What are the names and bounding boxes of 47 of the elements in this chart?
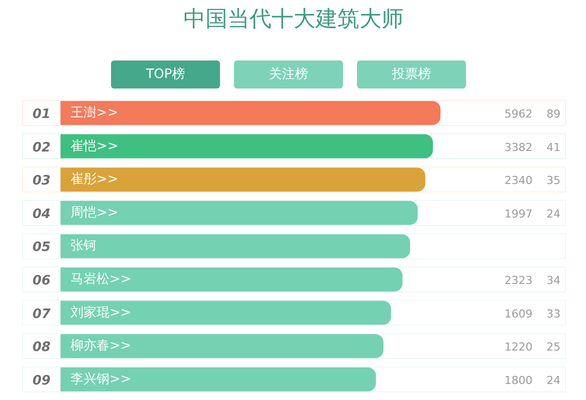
bar — [60, 168, 426, 192]
text: 24 — [546, 207, 560, 220]
bar — [60, 200, 418, 225]
text: 06 — [32, 274, 51, 288]
y-tick-label: 崔彤>> — [70, 172, 118, 188]
text: 07 — [32, 306, 52, 322]
text: 1609 — [504, 307, 532, 320]
text: 2323 — [504, 274, 532, 287]
text: 投票榜 — [391, 67, 431, 82]
text: 09 — [32, 373, 51, 388]
y-tick-label: 马岩松>> — [70, 272, 132, 287]
y-tick-label: 周恺>> — [70, 205, 118, 220]
y-tick-label: 王澍>> — [70, 106, 118, 120]
text: 3382 — [504, 140, 532, 154]
bar — [60, 367, 376, 392]
text: 05 — [32, 240, 51, 256]
text: 08 — [32, 340, 51, 356]
text: 89 — [546, 108, 560, 120]
y-tick-label: 刘家琨>> — [70, 304, 132, 320]
y-tick-label: 柳亦春>> — [70, 338, 132, 354]
text: 41 — [546, 140, 560, 154]
text: 1220 — [504, 340, 532, 354]
y-tick-label: 李兴钢>> — [70, 372, 132, 387]
bar — [60, 234, 410, 258]
text: TOP榜 — [144, 67, 186, 82]
bar — [60, 134, 433, 158]
bar — [60, 300, 392, 325]
chart-title: 中国当代十大建筑大师 — [184, 7, 404, 32]
text: 1997 — [504, 207, 532, 220]
bar — [60, 334, 384, 358]
text: 关注榜 — [269, 67, 308, 82]
text: 33 — [546, 307, 560, 320]
text: 35 — [546, 174, 560, 188]
y-tick-label: 崔恺>> — [70, 138, 118, 154]
text: 2340 — [504, 174, 532, 188]
text: 34 — [546, 274, 560, 287]
text: 02 — [32, 140, 51, 156]
text: 03 — [32, 174, 51, 189]
bar — [60, 268, 402, 292]
text: 25 — [546, 340, 560, 354]
y-tick-label: 张钶 — [70, 238, 96, 254]
text: 5962 — [504, 108, 532, 120]
text: 04 — [32, 206, 51, 222]
text: 1800 — [504, 374, 532, 387]
text: 24 — [546, 374, 560, 387]
bar — [60, 101, 440, 125]
text: 01 — [32, 107, 51, 122]
